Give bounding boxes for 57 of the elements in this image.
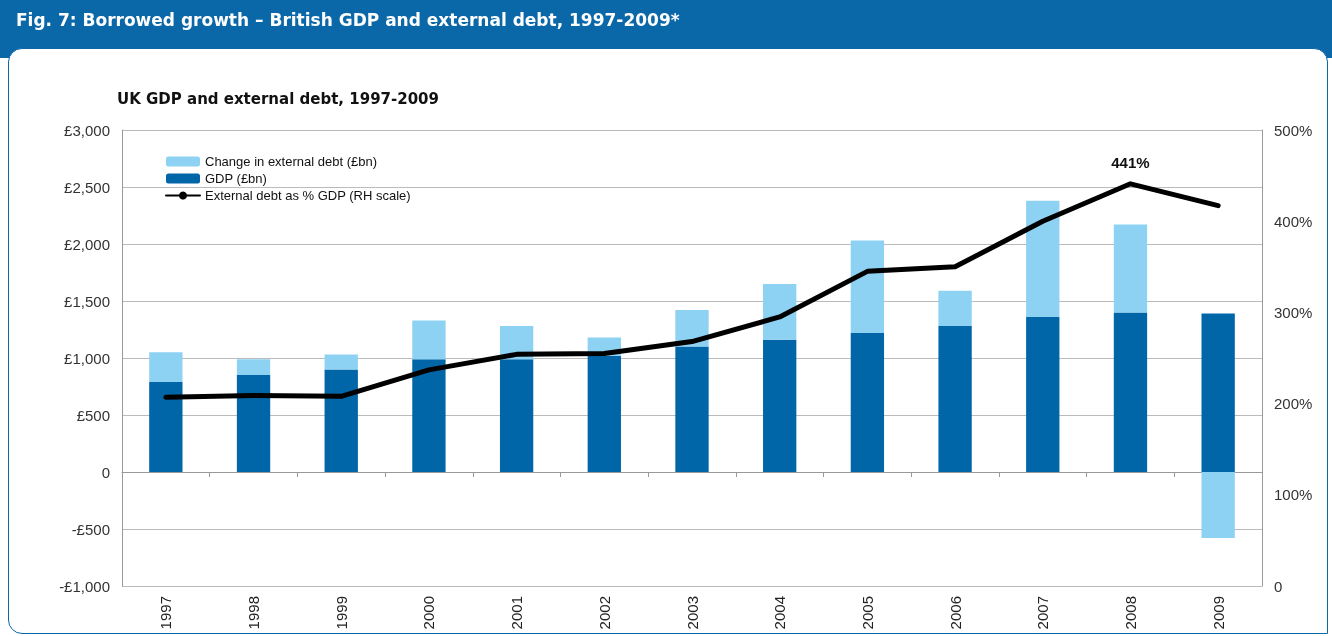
y2-tick-label: 200% [1274,395,1313,413]
x-tick-label: 2004 [771,596,789,630]
bar [149,352,183,382]
y-tick-label: £500 [76,406,110,424]
x-tick-label: 1997 [157,596,175,630]
y-tick-label: 0 [101,463,110,481]
x-tick-label: 2001 [508,596,526,630]
data-label: 441% [1111,153,1150,171]
bar [236,359,271,376]
legend-label: GDP (£bn) [205,171,267,186]
y-tick-label: -£500 [71,520,110,538]
bar [1201,313,1235,472]
chart-title: Fig. 7: Borrowed growth – British GDP and external debt, 1997-2009* [16,10,680,30]
x-tick-label: 2002 [595,596,613,630]
chart-subtitle: UK GDP and external debt, 1997-2009 [117,89,439,108]
y2-tick-label: 400% [1274,212,1313,230]
x-tick-label: 1999 [332,596,350,630]
bar [587,355,621,472]
bar [938,326,972,472]
x-tick-label: 2000 [420,596,438,630]
y-tick-label: £2,000 [64,235,110,253]
legend-label: Change in external debt (£bn) [205,154,378,169]
y-tick-label: -£1,000 [59,577,110,595]
y2-tick-label: 100% [1274,486,1313,504]
bar [412,359,446,472]
bar [1201,472,1235,539]
y-tick-label: £1,000 [64,349,110,367]
bar [149,381,183,472]
x-tick-label: 2008 [1121,596,1139,630]
bar [499,359,534,472]
bar [763,283,797,340]
y-tick-label: £3,000 [64,121,110,139]
x-tick-label: 2007 [1034,596,1052,630]
x-tick-label: 2009 [1209,596,1227,630]
bar [412,320,446,360]
bar [1113,224,1148,313]
bar [850,240,885,333]
bar [324,369,358,472]
x-tick-label: 1998 [245,596,263,630]
y-tick-label: £1,500 [64,292,110,310]
y2-tick-label: 300% [1274,303,1313,321]
bar [938,290,972,327]
x-tick-label: 2006 [946,596,964,630]
bar [763,339,797,472]
bar [236,375,271,472]
bar [1026,200,1060,317]
bar [675,346,709,472]
x-tick-label: 2005 [858,596,876,630]
y2-tick-label: 500% [1274,121,1313,139]
y2-tick-label: 0 [1274,577,1283,595]
bar [1026,316,1060,472]
bar [1113,312,1148,472]
y-tick-label: £2,500 [64,178,110,196]
bar [324,354,358,370]
bar [850,332,885,472]
x-tick-label: 2003 [683,596,701,630]
legend-label: External debt as % GDP (RH scale) [205,188,411,203]
